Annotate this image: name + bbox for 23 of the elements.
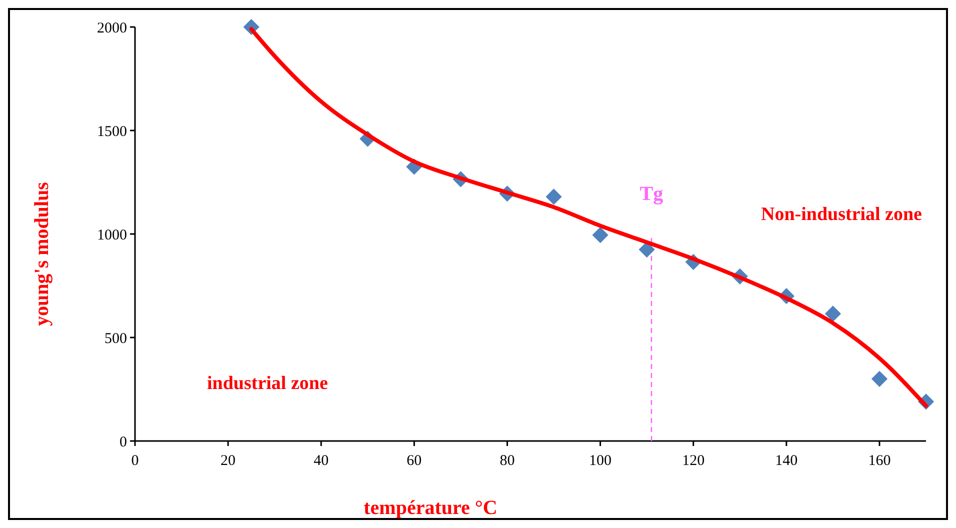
x-tick-label: 160	[868, 453, 891, 469]
x-tick-label: 140	[775, 453, 798, 469]
y-tick-label: 1000	[97, 227, 127, 244]
y-tick-label: 2000	[97, 20, 127, 36]
ref-line-label: Tg	[640, 183, 664, 205]
x-tick-label: 100	[589, 453, 612, 469]
x-tick-label: 40	[314, 453, 329, 469]
x-tick-label: 0	[131, 453, 139, 469]
y-axis-title: young's modulus	[31, 182, 53, 326]
annotation: industrial zone	[207, 373, 328, 394]
point	[546, 188, 562, 205]
x-tick-label: 60	[406, 453, 422, 469]
x-tick-label: 20	[220, 453, 236, 469]
y-tick-label: 1500	[97, 124, 127, 140]
x-tick-label: 80	[500, 453, 515, 469]
annotation: Non-industrial zone	[761, 204, 922, 225]
point	[592, 226, 608, 244]
y-tick-label: 500	[104, 330, 127, 347]
x-axis-title: température °C	[364, 497, 498, 519]
x-tick-label: 120	[682, 453, 705, 469]
point	[824, 306, 842, 322]
y-tick-label: 0	[120, 434, 127, 450]
point	[871, 370, 888, 387]
